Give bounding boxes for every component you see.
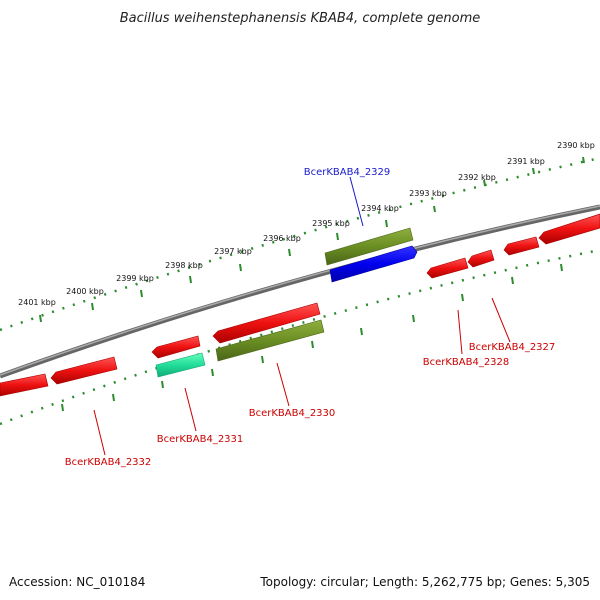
scale-label: 2398 kbp: [165, 261, 203, 270]
leader-2327: [491, 297, 511, 343]
genome-backbone: [0, 204, 600, 379]
scale-label: 2390 kbp: [557, 141, 595, 150]
gene-BcerKBAB4_2330-feature[interactable]: [215, 319, 325, 362]
leader-2328: [457, 309, 463, 355]
leader-2332: [93, 409, 106, 456]
gene-label-2328: BcerKBAB4_2328: [423, 357, 510, 368]
gene-red-left-feature[interactable]: [0, 373, 49, 397]
scale-label: 2395 kbp: [312, 219, 350, 228]
gene-red-right-feature[interactable]: [538, 213, 600, 245]
gene-red-small-feature[interactable]: [151, 335, 201, 359]
gene-label-2329: BcerKBAB4_2329: [304, 167, 391, 178]
gene-label-2330: BcerKBAB4_2330: [249, 408, 336, 419]
outer-major-ticks: [39, 156, 585, 323]
accession-text: Accession: NC_010184: [9, 575, 145, 589]
gene-label-2331: BcerKBAB4_2331: [157, 434, 244, 445]
scale-label: 2401 kbp: [18, 298, 56, 307]
outer-scale-track: [0, 156, 600, 332]
leader-2330: [276, 362, 290, 407]
scale-label: 2391 kbp: [507, 157, 545, 166]
scale-label: 2394 kbp: [361, 204, 399, 213]
gene-red-mid-feature[interactable]: [467, 249, 495, 268]
genome-backbone-highlight: [0, 205, 600, 376]
gene-BcerKBAB4_2330-upper-feature[interactable]: [212, 302, 321, 344]
scale-label: 2399 kbp: [116, 274, 154, 283]
map-title: Bacillus weihenstephanensis KBAB4, compl…: [120, 11, 481, 26]
leader-2329: [349, 176, 364, 227]
gene-label-2332: BcerKBAB4_2332: [65, 457, 152, 468]
gene-blue-feature[interactable]: [329, 245, 418, 283]
topology-text: Topology: circular; Length: 5,262,775 bp…: [259, 575, 590, 589]
inner-major-ticks: [61, 263, 563, 412]
scale-label: 2393 kbp: [409, 189, 447, 198]
scale-label: 2392 kbp: [458, 173, 496, 182]
gene-BcerKBAB4_2328-feature[interactable]: [426, 257, 469, 279]
gene-BcerKBAB4_2329-feature[interactable]: [324, 227, 414, 266]
gene-BcerKBAB4_2331-feature[interactable]: [155, 352, 206, 378]
scale-label: 2400 kbp: [66, 287, 104, 296]
gene-BcerKBAB4_2332-feature[interactable]: [50, 356, 118, 385]
gene-BcerKBAB4_2327-feature[interactable]: [503, 236, 540, 256]
scale-label: 2396 kbp: [263, 234, 301, 243]
leader-2331: [184, 387, 197, 432]
scale-label: 2397 kbp: [214, 247, 252, 256]
gene-label-2327: BcerKBAB4_2327: [469, 342, 556, 353]
scale-labels: 2390 kbp 2391 kbp 2392 kbp 2393 kbp 2394…: [18, 141, 595, 307]
